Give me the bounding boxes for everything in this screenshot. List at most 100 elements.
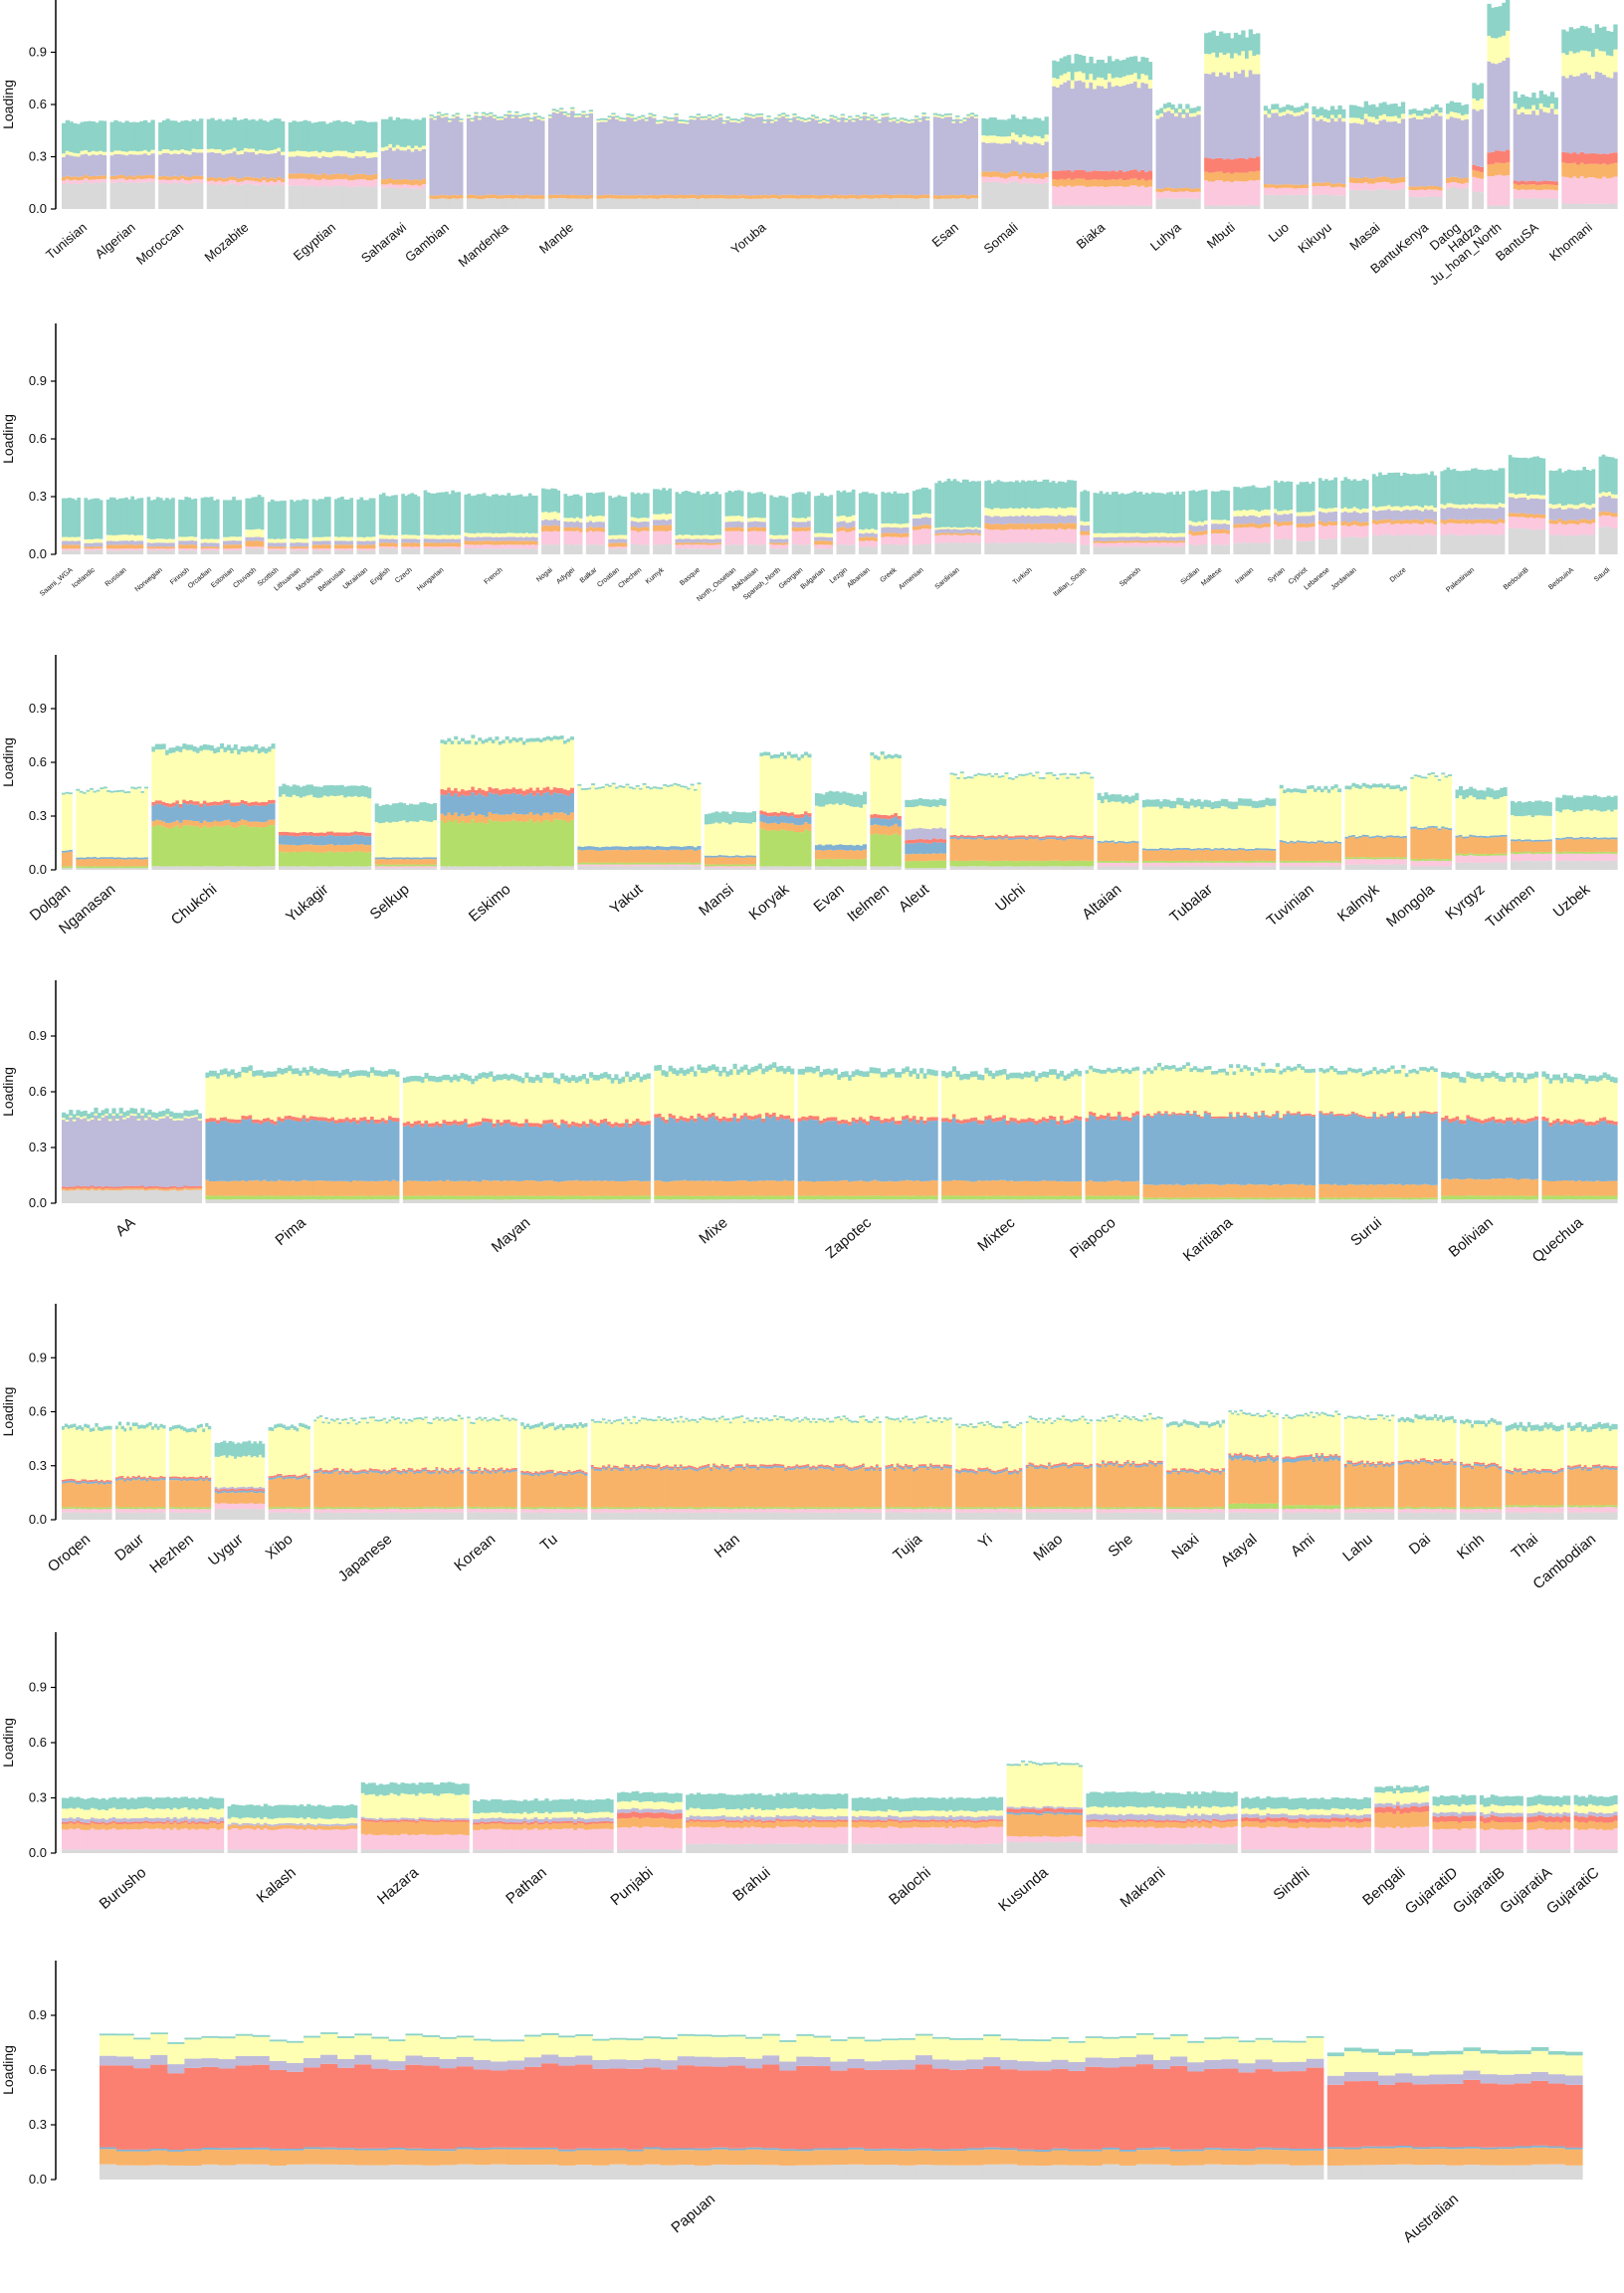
stack-segment-c7 <box>974 118 978 195</box>
stack-segment-c1 <box>84 182 88 209</box>
stack-segment-c7 <box>1004 143 1008 173</box>
stack-segment-c1 <box>493 198 497 209</box>
stack-segment-c9 <box>948 113 952 115</box>
stack-segment-c1 <box>92 183 96 209</box>
stack-segment-c1 <box>1208 206 1212 209</box>
stack-segment-c8 <box>748 115 752 117</box>
stack-segment-c8 <box>81 151 85 155</box>
stack-segment-c7 <box>981 142 985 171</box>
stack-segment-c4 <box>578 195 582 198</box>
stack-segment-c8 <box>518 116 522 118</box>
stack-segment-c9 <box>471 117 475 119</box>
stack-segment-c7 <box>893 120 897 194</box>
stack-segment-c9 <box>429 114 433 116</box>
stack-segment-c1 <box>1204 206 1208 209</box>
stack-segment-c9 <box>763 119 767 121</box>
stack-segment-c4 <box>859 195 863 199</box>
stack-segment-c1 <box>166 184 170 209</box>
stack-segment-c7 <box>1063 83 1067 171</box>
y-tick-label: 0.9 <box>29 45 47 60</box>
stack-segment-c4 <box>1163 188 1167 192</box>
stack-segment-c1 <box>482 199 486 209</box>
stack-segment-c8 <box>1030 137 1034 144</box>
stack-segment-c4 <box>207 178 211 182</box>
stack-segment-c1 <box>336 186 340 209</box>
stack-segment-c1 <box>274 186 278 209</box>
stack-segment-c8 <box>704 118 708 120</box>
stack-segment-c2 <box>981 177 985 182</box>
stack-segment-c7 <box>296 156 300 174</box>
stack-segment-c9 <box>611 112 615 114</box>
stack-segment-c2 <box>188 180 192 184</box>
stack-segment-c9 <box>255 120 259 150</box>
stack-segment-c1 <box>774 198 778 209</box>
stack-segment-c1 <box>124 183 128 209</box>
stack-segment-c4 <box>158 176 162 180</box>
stack-segment-c7 <box>1108 82 1112 171</box>
stack-segment-c1 <box>1086 206 1090 209</box>
stack-segment-c7 <box>304 156 307 173</box>
stack-segment-c1 <box>1174 199 1178 209</box>
stack-segment-c7 <box>848 119 852 195</box>
stack-segment-c8 <box>150 150 154 154</box>
stack-segment-c6 <box>1208 158 1212 173</box>
stack-segment-c4 <box>310 173 314 178</box>
stack-segment-c8 <box>925 118 929 120</box>
stack-segment-c8 <box>399 147 403 150</box>
stack-segment-c2 <box>296 179 300 186</box>
stack-segment-c4 <box>77 177 81 180</box>
category-label: Mandenka <box>456 219 512 270</box>
stack-segment-c4 <box>807 195 811 199</box>
stack-segment-c2 <box>392 185 396 188</box>
stack-segment-c7 <box>1007 143 1011 172</box>
stack-segment-c9 <box>1126 58 1130 76</box>
stack-segment-c8 <box>725 118 729 120</box>
stack-segment-c1 <box>1033 184 1037 209</box>
stack-segment-c1 <box>1170 199 1174 209</box>
category-label: Saharawi <box>358 220 409 266</box>
stack-segment-c7 <box>766 119 770 196</box>
stack-segment-c7 <box>660 123 664 195</box>
stack-segment-c8 <box>1097 78 1101 86</box>
stack-segment-c6 <box>1140 170 1144 179</box>
stack-segment-c9 <box>729 118 733 120</box>
stack-segment-c6 <box>1122 172 1126 180</box>
stack-segment-c9 <box>218 119 222 149</box>
stack-segment-c1 <box>422 188 426 209</box>
stack-segment-c7 <box>369 157 373 174</box>
stack-segment-c1 <box>310 186 314 209</box>
stack-segment-c9 <box>1133 56 1137 73</box>
stack-segment-c4 <box>1115 180 1118 187</box>
stack-segment-c1 <box>867 198 871 209</box>
stack-segment-c7 <box>536 119 540 195</box>
stack-segment-c4 <box>396 179 400 184</box>
stack-segment-c1 <box>281 185 285 209</box>
stack-segment-c4 <box>725 195 729 198</box>
stack-segment-c9 <box>596 118 600 120</box>
stack-segment-c7 <box>150 153 154 175</box>
stack-segment-c4 <box>841 195 845 198</box>
stack-segment-c7 <box>448 122 452 196</box>
stack-segment-c7 <box>774 121 778 195</box>
stack-segment-c2 <box>281 182 285 185</box>
stack-segment-c4 <box>1033 173 1037 178</box>
stack-segment-c9 <box>1129 57 1133 75</box>
stack-segment-c2 <box>102 179 106 182</box>
stack-segment-c2 <box>310 179 314 186</box>
stack-segment-c2 <box>1000 178 1004 183</box>
stack-segment-c9 <box>177 122 181 150</box>
stack-segment-c9 <box>744 113 748 115</box>
stack-segment-c8 <box>1170 109 1174 113</box>
stack-segment-c7 <box>474 115 478 195</box>
stack-segment-c1 <box>815 199 819 209</box>
stack-segment-c8 <box>437 113 441 115</box>
stack-segment-c8 <box>411 148 415 152</box>
stack-segment-c7 <box>169 154 173 176</box>
stack-segment-c9 <box>373 121 377 151</box>
stack-segment-c2 <box>274 182 278 186</box>
stack-segment-c8 <box>233 148 237 152</box>
stack-segment-c8 <box>1122 77 1126 86</box>
stack-segment-c7 <box>306 157 310 174</box>
stack-segment-c6 <box>1063 170 1067 179</box>
stack-segment-c1 <box>566 199 570 209</box>
